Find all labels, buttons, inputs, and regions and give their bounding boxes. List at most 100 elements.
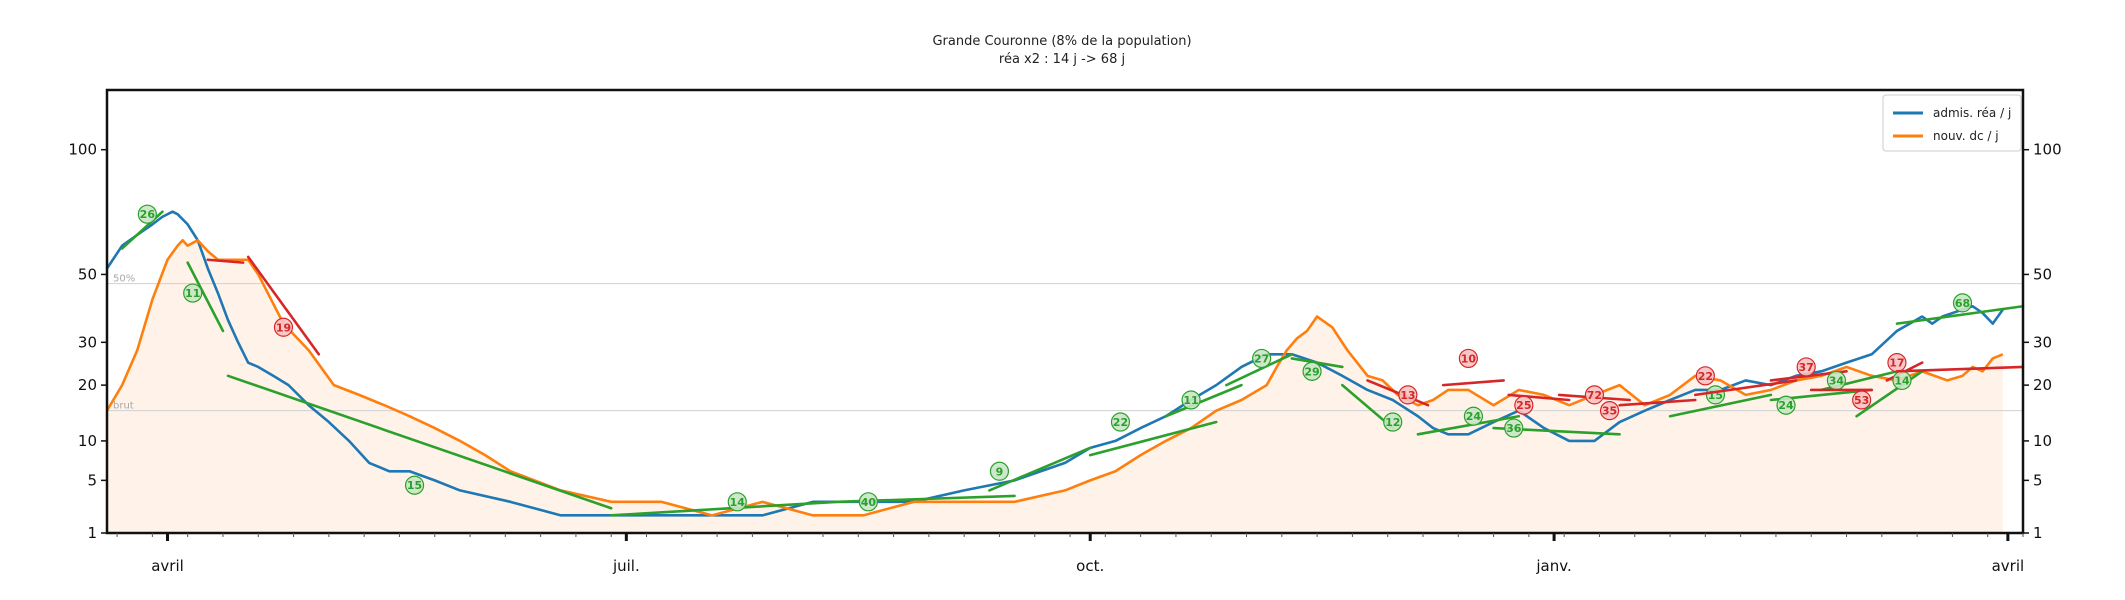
trend-line	[1416, 414, 1521, 436]
x-tick-label: avril	[1992, 557, 2025, 575]
legend: admis. réa / j nouv. dc / j	[1882, 94, 2022, 152]
reference-label: 50%	[113, 274, 135, 285]
trend-label: 36	[1506, 422, 1522, 435]
trend-label-badge	[1599, 401, 1620, 421]
y-tick-label-right: 20	[2033, 376, 2052, 394]
y-tick-label-right: 10	[2033, 432, 2052, 450]
trend-label-badge	[1514, 395, 1534, 415]
trend-label-badge	[183, 283, 203, 303]
trend-label-badge	[858, 492, 878, 512]
trend-label: 15	[407, 479, 422, 492]
trend-line	[1618, 398, 1697, 407]
trend-label: 11	[1183, 394, 1198, 407]
trend-line	[1441, 379, 1505, 387]
trend-line	[609, 500, 840, 517]
trend-label: 37	[1799, 361, 1814, 374]
trend-label: 22	[1113, 416, 1128, 429]
y-tick-label-left: 1	[87, 524, 97, 542]
trend-label-badge	[1181, 390, 1201, 410]
trend-label: 29	[1304, 365, 1319, 378]
y-tick-label-left: 30	[78, 333, 97, 351]
trend-line	[1366, 379, 1430, 407]
trend-label: 25	[1516, 399, 1531, 412]
trend-label: 11	[185, 287, 200, 300]
trend-label-badge	[137, 204, 157, 224]
background-layer	[107, 90, 2023, 533]
legend-label-dc: nouv. dc / j	[1933, 129, 1999, 143]
trend-label: 35	[1602, 405, 1617, 418]
x-tick-label: avril	[151, 557, 184, 575]
reference-label: brut	[113, 401, 134, 412]
y-tick-label-left: 50	[78, 265, 97, 283]
trend-label: 26	[140, 208, 156, 221]
trend-label-badge	[273, 317, 294, 337]
trend-label: 19	[276, 321, 291, 334]
trend-label-badge	[1458, 348, 1478, 369]
y-tick-label-left: 100	[68, 141, 97, 159]
area-nouv-dc	[107, 240, 2003, 533]
trend-line	[1668, 393, 1773, 418]
trend-line	[1507, 393, 1571, 402]
y-tick-label-right: 50	[2033, 265, 2052, 283]
trend-label: 17	[1889, 357, 1904, 370]
trend-label: 34	[1829, 374, 1845, 387]
trend-label-badge	[1584, 385, 1605, 405]
trend-label-badge	[989, 461, 1010, 481]
y-tick-label-right: 5	[2033, 471, 2043, 489]
y-tick-label-left: 10	[78, 432, 97, 450]
trend-label: 14	[1894, 374, 1910, 387]
reference-bands: 50% brut	[107, 274, 2023, 412]
trend-line	[1225, 352, 1294, 387]
trend-line	[1895, 304, 2025, 325]
y-tick-label-left: 5	[87, 471, 97, 489]
trend-line	[246, 255, 321, 356]
trend-label: 14	[730, 496, 746, 509]
trend-line	[1088, 420, 1218, 457]
chart-subtitle: réa x2 : 14 j -> 68 j	[999, 52, 1125, 67]
trend-line	[1164, 383, 1243, 418]
trend-label-badge	[1852, 390, 1872, 410]
x-tick-label: oct.	[1076, 557, 1104, 575]
trend-label-badge	[1796, 357, 1816, 377]
trend-label: 22	[1698, 370, 1713, 383]
plot-frame	[105, 88, 2025, 535]
trend-label: 12	[1385, 416, 1400, 429]
trend-label: 24	[1466, 410, 1482, 423]
x-tick-label: janv.	[1535, 557, 1571, 575]
trend-label: 10	[1461, 352, 1477, 365]
trend-label: 72	[1587, 389, 1602, 402]
trend-line	[988, 446, 1092, 492]
y-tick-label-right: 30	[2033, 333, 2052, 351]
trend-label: 9	[996, 465, 1004, 478]
trend-label-badge	[1383, 412, 1403, 432]
trend-label-badge	[1504, 418, 1524, 438]
trend-line	[206, 258, 245, 264]
trend-line	[226, 374, 613, 510]
trend-label-badge	[727, 492, 747, 512]
trend-label-badge	[1302, 361, 1322, 381]
chart-title: Grande Couronne (8% de la population)	[932, 34, 1191, 49]
trend-line	[186, 261, 225, 333]
y-tick-label-left: 20	[78, 376, 97, 394]
trend-label-badge	[1110, 412, 1131, 432]
trend-label: 40	[861, 496, 877, 509]
x-tick-label: juil.	[612, 557, 640, 575]
trend-label: 13	[1400, 389, 1415, 402]
y-tick-label-right: 100	[2033, 141, 2062, 159]
trend-label: 24	[1778, 399, 1794, 412]
trend-line	[1895, 365, 2025, 373]
trend-label-badge	[404, 475, 425, 495]
trend-label-badge	[1252, 348, 1272, 369]
trend-label: 68	[1955, 297, 1970, 310]
y-tick-label-right: 1	[2033, 524, 2043, 542]
trend-label-badge	[1776, 395, 1796, 415]
trend-label-badge	[1398, 385, 1418, 405]
trend-line	[1693, 379, 1798, 397]
trend-label-badge	[1952, 293, 1973, 313]
legend-label-rea: admis. réa / j	[1933, 106, 2011, 120]
trend-label: 27	[1254, 352, 1269, 365]
trend-label-badge	[1463, 406, 1484, 426]
